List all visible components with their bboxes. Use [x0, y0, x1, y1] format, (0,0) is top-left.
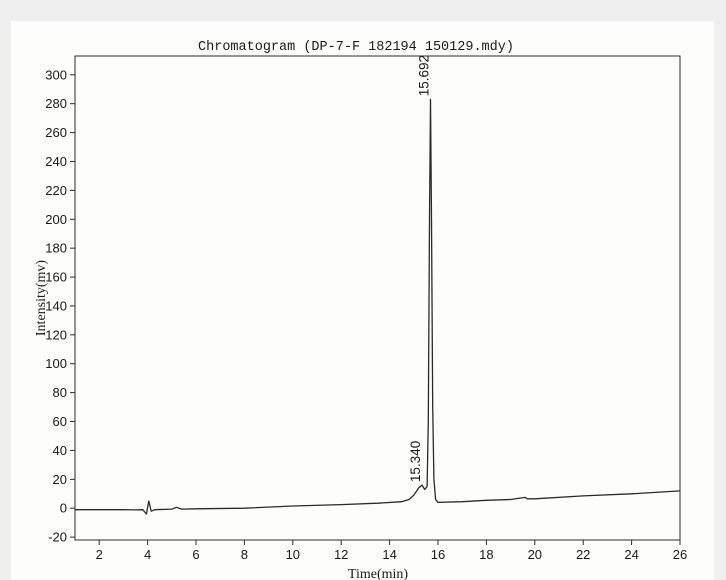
- x-tick-label: 22: [576, 547, 590, 562]
- y-tick-label: 160: [45, 270, 67, 285]
- x-tick-label: 2: [96, 547, 103, 562]
- x-tick-label: 20: [528, 547, 542, 562]
- y-tick-label: 60: [53, 414, 67, 429]
- plot-border: [74, 55, 681, 541]
- x-tick-label: 6: [192, 547, 199, 562]
- x-tick-label: 8: [241, 547, 248, 562]
- y-tick-label: 80: [53, 385, 67, 400]
- y-axis: -20 0 20 40 60 80 100 120 140 160 180 200 220 240 260 2…: [45, 67, 75, 545]
- y-tick-label: 140: [45, 298, 67, 313]
- peak-label: 15.692: [417, 55, 432, 96]
- y-tick-label: 260: [45, 125, 67, 140]
- y-tick-label: 100: [45, 356, 67, 371]
- y-tick-label: 200: [45, 212, 67, 227]
- y-tick-label: -20: [48, 530, 67, 545]
- x-tick-label: 26: [673, 547, 687, 562]
- x-tick-label: 14: [382, 547, 396, 562]
- x-axis: 2 4 6 8 10 12 14 16 18 20 22 24 26: [96, 540, 687, 562]
- x-tick-label: 12: [334, 547, 348, 562]
- x-tick-label: 10: [286, 547, 300, 562]
- y-tick-label: 0: [60, 501, 67, 516]
- y-tick-label: 300: [45, 67, 67, 82]
- series-layer: [75, 98, 681, 515]
- y-tick-label: 280: [45, 96, 67, 111]
- y-tick-label: 180: [45, 241, 67, 256]
- y-axis-title: Intensity(mv): [34, 260, 49, 337]
- x-tick-label: 18: [479, 547, 493, 562]
- y-tick-label: 20: [53, 472, 67, 487]
- y-tick-label: 220: [45, 183, 67, 198]
- y-tick-label: 120: [45, 327, 67, 342]
- x-tick-label: 4: [144, 547, 151, 562]
- y-tick-label: 240: [45, 154, 67, 169]
- plot-frame: [74, 55, 681, 541]
- scanned-report: [11, 21, 714, 580]
- peak-label: 15.340: [408, 441, 423, 482]
- chart-title: Chromatogram (DP-7-F 182194 150129.mdy): [198, 40, 514, 55]
- y-tick-label: 40: [53, 443, 67, 458]
- peak-labels: 15.692 15.340: [408, 55, 432, 482]
- x-tick-label: 16: [431, 547, 445, 562]
- x-tick-label: 24: [624, 547, 638, 562]
- x-axis-title: Time(min): [348, 567, 408, 580]
- chromatogram-trace: [75, 98, 681, 515]
